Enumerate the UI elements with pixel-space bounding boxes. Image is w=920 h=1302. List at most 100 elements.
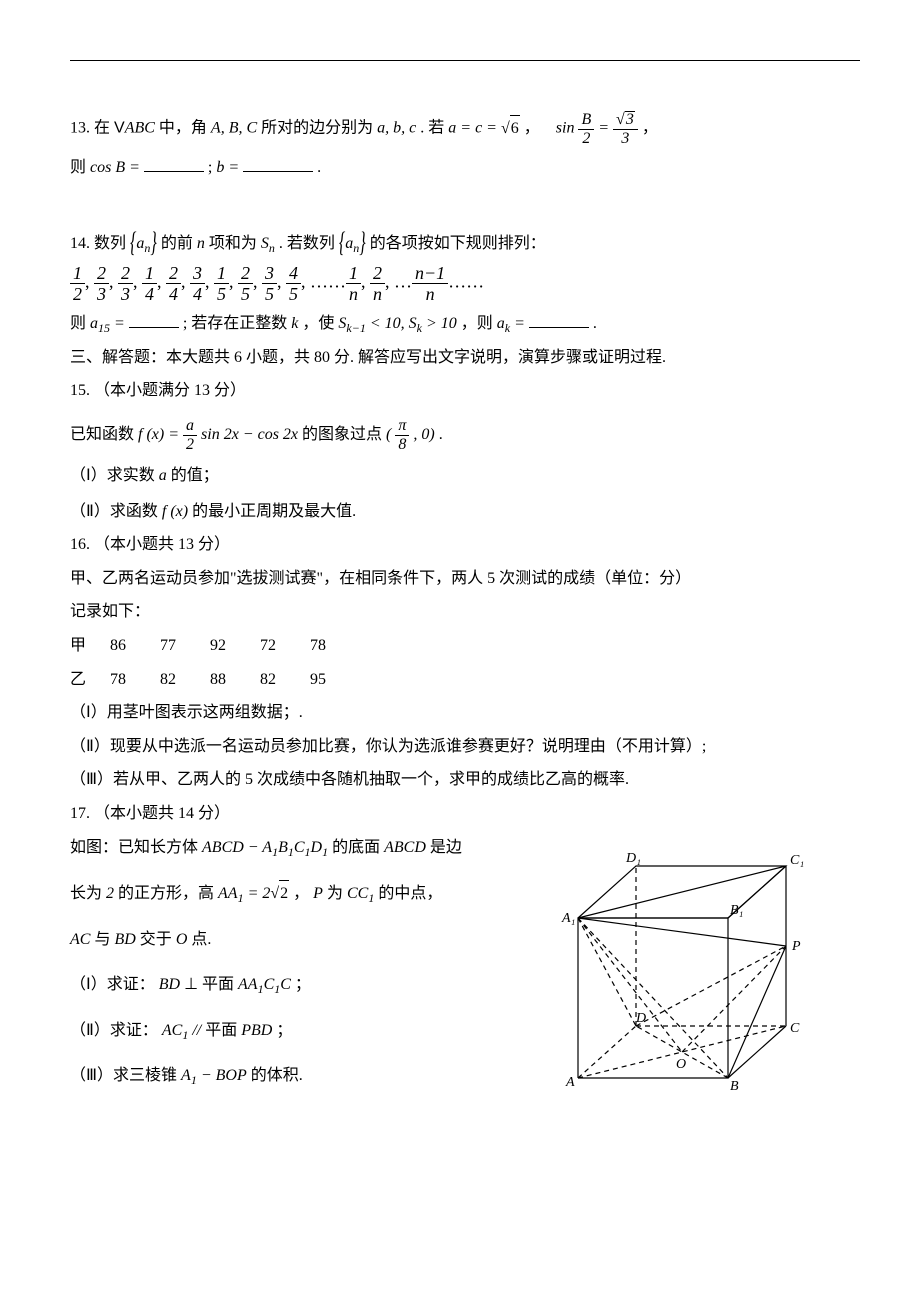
- score-cell: 82: [160, 667, 210, 693]
- eq: = 2: [248, 885, 271, 902]
- q13-text2: 中，角: [159, 120, 211, 137]
- blank-b: [243, 155, 313, 172]
- p3b: 的体积.: [251, 1067, 303, 1084]
- label-B: B: [730, 1079, 739, 1094]
- seq-frac: 24: [166, 264, 181, 303]
- t2: 的前: [161, 235, 197, 252]
- t2: 交于: [140, 931, 176, 948]
- score-label: 乙: [70, 667, 110, 693]
- section3-heading: 三、解答题：本大题共 6 小题，共 80 分. 解答应写出文字说明，演算步骤或证…: [70, 345, 860, 371]
- k2: k: [417, 321, 422, 335]
- sqrt2: 2: [270, 880, 289, 907]
- score-cell: 86: [110, 633, 160, 659]
- Sk: S: [409, 315, 417, 332]
- sides: a, b, c: [377, 120, 416, 137]
- q16-p3: （Ⅲ）若从甲、乙两人的 5 次成绩中各随机抽取一个，求甲的成绩比乙高的概率.: [70, 767, 860, 793]
- seq-frac: 15: [214, 264, 229, 303]
- brace-r: }: [150, 220, 156, 266]
- k3: k: [505, 321, 510, 335]
- fifteen: 15: [98, 321, 110, 335]
- q15-line1: 已知函数 f (x) = a2 sin 2x − cos 2x 的图象过点 ( …: [70, 418, 860, 453]
- fx2: f (x): [162, 503, 188, 520]
- seq-frac: 1n: [346, 264, 361, 303]
- brace-r2: }: [359, 220, 365, 266]
- line-BP: [728, 946, 786, 1078]
- t3: 是边: [430, 839, 462, 856]
- p2a: （Ⅱ）求函数: [70, 503, 162, 520]
- a15: a: [90, 315, 98, 332]
- score-label: 甲: [70, 633, 110, 659]
- score-cell: 82: [260, 667, 310, 693]
- p1b: 的值；: [171, 467, 219, 484]
- t8: ，则: [461, 315, 497, 332]
- line-OP: [682, 946, 786, 1052]
- angles: A, B, C: [211, 120, 257, 137]
- blank-ak: [529, 311, 589, 328]
- q17-text-block: 如图：已知长方体 ABCD − A1B1C1D1 的底面 ABCD 是边 长为 …: [70, 835, 610, 1090]
- q13-text4: . 若: [420, 120, 448, 137]
- page: 13. 在 VABC 中，角 A, B, C 所对的边分别为 a, b, c .…: [0, 0, 920, 1149]
- q13-line2: 则 cos B = ; b = .: [70, 155, 860, 181]
- lpar: (: [386, 426, 391, 443]
- q17-line2: 长为 2 的正方形，高 AA1 = 22 ， P 为 CC1 的中点，: [70, 880, 610, 907]
- score-cell: 78: [310, 633, 360, 659]
- t1: 如图：已知长方体: [70, 839, 202, 856]
- tail: ，: [642, 120, 658, 137]
- score-cell: 72: [260, 633, 310, 659]
- score-cell: 88: [210, 667, 260, 693]
- t5: 的各项按如下规则排列：: [370, 235, 546, 252]
- q17-line3: AC 与 BD 交于 O 点.: [70, 927, 610, 953]
- brace-l: {: [130, 220, 136, 266]
- A1: A: [181, 1067, 191, 1084]
- BD: BD: [114, 931, 135, 948]
- period: .: [593, 315, 597, 332]
- comma: ，: [293, 885, 309, 902]
- n2: n: [197, 235, 205, 252]
- ak: a: [497, 315, 505, 332]
- cosB: cos B =: [90, 159, 144, 176]
- sin: sin: [556, 120, 575, 137]
- q14-line3: 则 a15 = ; 若存在正整数 k ，使 Sk−1 < 10, Sk > 10…: [70, 311, 860, 337]
- eq1: a = c =: [448, 120, 501, 137]
- q16-p2: （Ⅱ）现要从中选派一名运动员参加比赛，你认为选派谁参赛更好？说明理由（不用计算）…: [70, 734, 860, 760]
- q14-line1: 14. 数列 {an} 的前 n 项和为 Sn . 若数列 {an} 的各项按如…: [70, 231, 860, 257]
- cuboid: ABCD − A: [202, 839, 272, 856]
- label-O: O: [676, 1057, 686, 1072]
- q15-head: 15. （本小题满分 13 分）: [70, 378, 860, 404]
- AC1: AC: [162, 1022, 182, 1039]
- t1: 14. 数列: [70, 235, 130, 252]
- PBD: PBD: [241, 1022, 272, 1039]
- p1b: 平面: [202, 976, 238, 993]
- q16-row-yi: 乙7882888295: [70, 667, 860, 693]
- beq: b =: [216, 159, 243, 176]
- q15-p1: （Ⅰ）求实数 a 的值；: [70, 463, 860, 489]
- q17-p2: （Ⅱ）求证： AC1 // 平面 PBD ；: [70, 1018, 610, 1044]
- seq-frac: 34: [190, 264, 205, 303]
- p1a: （Ⅰ）求实数: [70, 467, 159, 484]
- AA1C1C: AA: [238, 976, 258, 993]
- p2a: （Ⅱ）求证：: [70, 1022, 158, 1039]
- p2c: ；: [276, 1022, 292, 1039]
- blank-a15: [129, 311, 179, 328]
- comma: ，: [524, 120, 540, 137]
- seq-frac: 45: [286, 264, 301, 303]
- then: 则: [70, 159, 90, 176]
- t1: 长为: [70, 885, 106, 902]
- t7: ，使: [302, 315, 338, 332]
- seq-frac: n−1n: [412, 264, 448, 303]
- a: a: [159, 467, 167, 484]
- label-D1: D₁: [625, 851, 641, 866]
- BD: BD: [159, 976, 180, 993]
- t2: 的正方形，高: [118, 885, 218, 902]
- t3: 项和为: [209, 235, 261, 252]
- eq2: =: [514, 315, 529, 332]
- brace-l2: {: [339, 220, 345, 266]
- p1a: （Ⅰ）求证：: [70, 976, 155, 993]
- q16-row-jia: 甲8677927278: [70, 633, 860, 659]
- label-P: P: [791, 939, 801, 954]
- q16-head: 16. （本小题共 13 分）: [70, 532, 860, 558]
- then: 则: [70, 315, 90, 332]
- frac-pi8: π8: [395, 418, 409, 453]
- p2b: 的最小正周期及最大值.: [192, 503, 356, 520]
- seq-frac: 23: [94, 264, 109, 303]
